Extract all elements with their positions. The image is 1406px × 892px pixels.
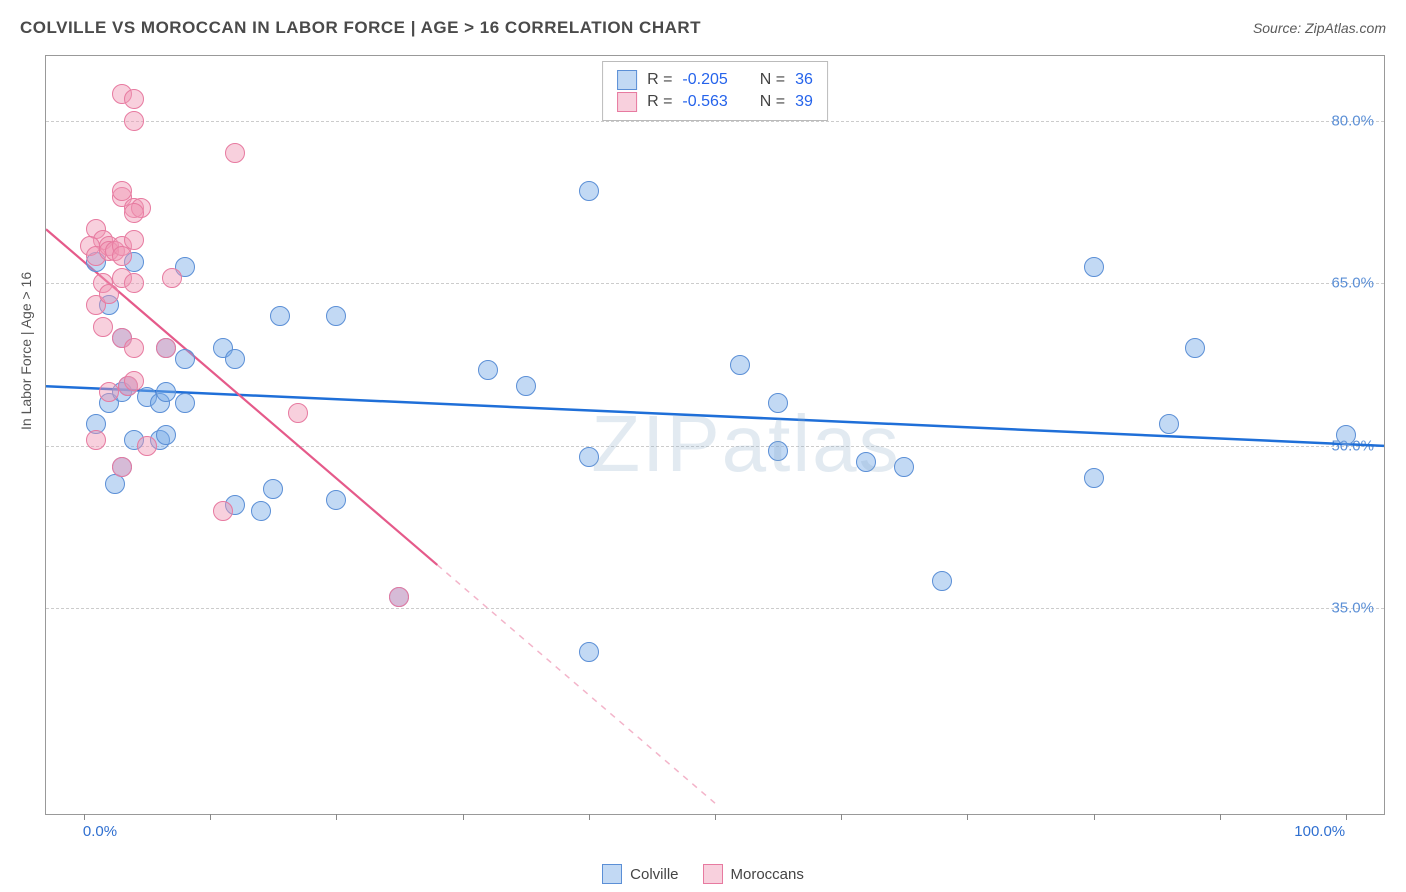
x-axis-label: 100.0% [1294, 823, 1345, 840]
legend-label-colville: Colville [630, 866, 678, 883]
n-value-moroccans: 39 [795, 93, 813, 111]
r-value-moroccans: -0.563 [682, 93, 727, 111]
data-point [162, 268, 182, 288]
data-point [124, 371, 144, 391]
n-value-colville: 36 [795, 71, 813, 89]
chart-title: COLVILLE VS MOROCCAN IN LABOR FORCE | AG… [20, 18, 701, 38]
data-point [516, 376, 536, 396]
moroccans-swatch-icon [617, 92, 637, 112]
data-point [856, 452, 876, 472]
correlation-legend: R = -0.205 N = 36 R = -0.563 N = 39 [602, 61, 828, 121]
data-point [225, 143, 245, 163]
y-tick-label: 80.0% [1331, 112, 1374, 129]
y-tick-label: 35.0% [1331, 600, 1374, 617]
x-axis-label: 0.0% [83, 823, 117, 840]
data-point [175, 349, 195, 369]
data-point [1084, 468, 1104, 488]
data-point [1084, 257, 1104, 277]
n-label: N = [760, 93, 785, 111]
data-point [124, 338, 144, 358]
data-point [112, 457, 132, 477]
x-tick [967, 814, 968, 820]
data-point [156, 382, 176, 402]
data-point [478, 360, 498, 380]
r-value-colville: -0.205 [682, 71, 727, 89]
legend-item-moroccans: Moroccans [703, 864, 804, 884]
x-tick [1346, 814, 1347, 820]
data-point [579, 447, 599, 467]
data-point [124, 273, 144, 293]
source-label: Source: ZipAtlas.com [1253, 20, 1386, 36]
data-point [768, 393, 788, 413]
data-point [288, 403, 308, 423]
moroccans-swatch-icon [703, 864, 723, 884]
data-point [124, 89, 144, 109]
data-point [137, 436, 157, 456]
data-point [1159, 414, 1179, 434]
trendlines-layer [46, 56, 1384, 814]
data-point [1185, 338, 1205, 358]
trend-line-colville [46, 386, 1384, 446]
x-tick [589, 814, 590, 820]
colville-swatch-icon [617, 70, 637, 90]
data-point [225, 349, 245, 369]
data-point [156, 425, 176, 445]
r-label: R = [647, 71, 672, 89]
data-point [124, 203, 144, 223]
legend-row-moroccans: R = -0.563 N = 39 [617, 92, 813, 112]
data-point [730, 355, 750, 375]
y-tick-label: 65.0% [1331, 275, 1374, 292]
y-axis-label: In Labor Force | Age > 16 [18, 272, 34, 430]
data-point [93, 317, 113, 337]
data-point [326, 490, 346, 510]
data-point [99, 382, 119, 402]
legend-label-moroccans: Moroccans [731, 866, 804, 883]
x-tick [210, 814, 211, 820]
n-label: N = [760, 71, 785, 89]
colville-swatch-icon [602, 864, 622, 884]
data-point [326, 306, 346, 326]
data-point [579, 181, 599, 201]
data-point [389, 587, 409, 607]
data-point [213, 501, 233, 521]
data-point [270, 306, 290, 326]
gridline [46, 121, 1384, 122]
data-point [99, 284, 119, 304]
x-tick [1220, 814, 1221, 820]
r-label: R = [647, 93, 672, 111]
x-tick [463, 814, 464, 820]
data-point [768, 441, 788, 461]
data-point [112, 246, 132, 266]
data-point [175, 393, 195, 413]
x-tick [336, 814, 337, 820]
gridline [46, 608, 1384, 609]
data-point [579, 642, 599, 662]
legend-item-colville: Colville [602, 864, 678, 884]
x-tick [84, 814, 85, 820]
gridline [46, 283, 1384, 284]
legend-row-colville: R = -0.205 N = 36 [617, 70, 813, 90]
data-point [894, 457, 914, 477]
gridline [46, 446, 1384, 447]
data-point [86, 430, 106, 450]
data-point [932, 571, 952, 591]
trend-line-extrapolated-moroccans [437, 565, 715, 803]
chart-plot-area: 35.0%50.0%65.0%80.0% ZIPatlas R = -0.205… [45, 55, 1385, 815]
x-tick [841, 814, 842, 820]
data-point [1336, 425, 1356, 445]
data-point [263, 479, 283, 499]
data-point [124, 111, 144, 131]
data-point [156, 338, 176, 358]
data-point [124, 230, 144, 250]
series-legend: Colville Moroccans [0, 864, 1406, 884]
data-point [251, 501, 271, 521]
x-tick [715, 814, 716, 820]
x-tick [1094, 814, 1095, 820]
